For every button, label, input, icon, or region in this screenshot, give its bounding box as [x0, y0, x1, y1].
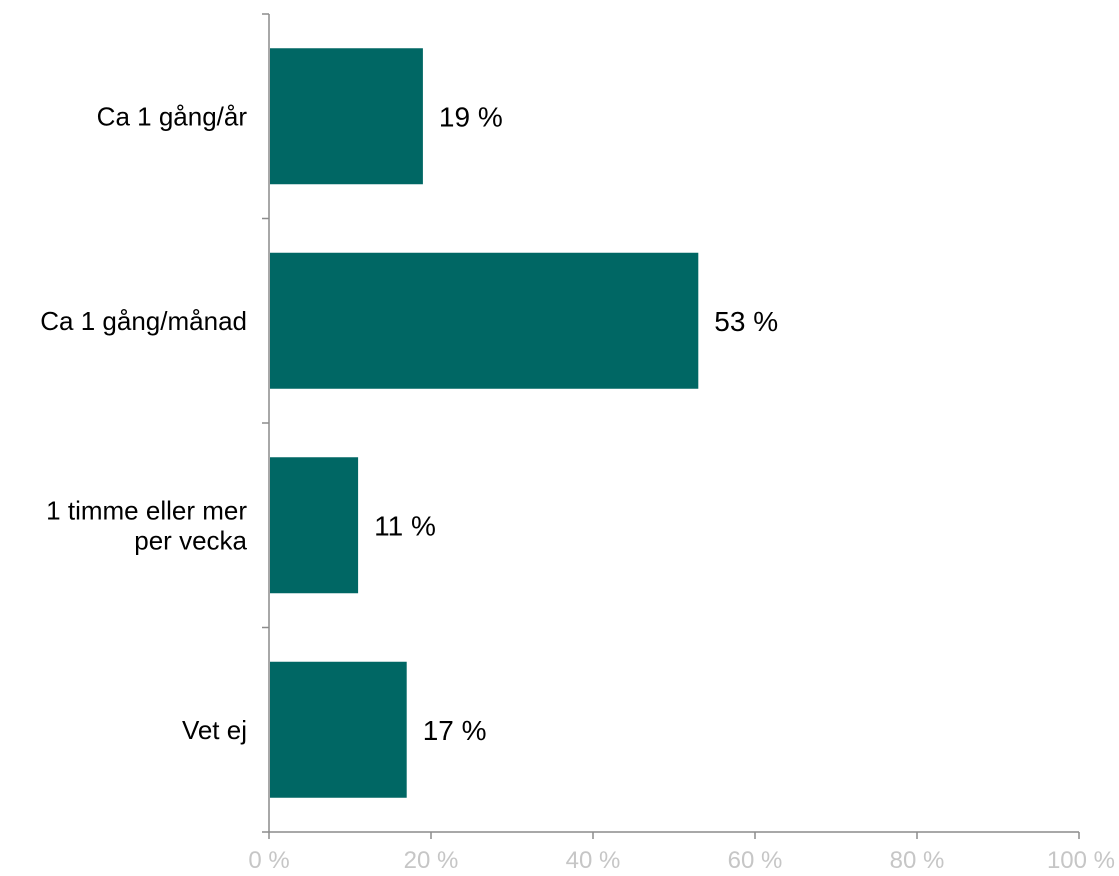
x-tick-label-2: 40 %: [566, 847, 621, 874]
x-tick-label-0: 0 %: [248, 847, 289, 874]
category-label-2: 1 timme eller mer per vecka: [46, 495, 247, 555]
value-label-0: 19 %: [439, 101, 503, 132]
axes-group: [262, 13, 1080, 839]
bar-1: [270, 252, 699, 389]
category-label-3: Vet ej: [182, 715, 247, 745]
category-labels-group: Ca 1 gång/år Ca 1 gång/månad 1 timme eller…: [40, 101, 247, 745]
x-tick-label-3: 60 %: [728, 847, 783, 874]
bar-3: [270, 661, 407, 798]
value-label-2: 11 %: [374, 510, 436, 541]
bar-0: [270, 48, 423, 185]
value-label-3: 17 %: [423, 715, 487, 746]
x-tick-label-4: 80 %: [890, 847, 945, 874]
value-label-1: 53 %: [714, 306, 778, 337]
bar-2: [270, 457, 359, 594]
x-tick-label-5: 100 %: [1047, 847, 1115, 874]
category-label-0: Ca 1 gång/år: [97, 101, 248, 131]
bars-group: [270, 48, 699, 798]
category-label-1: Ca 1 gång/månad: [40, 306, 247, 336]
x-tick-label-1: 20 %: [404, 847, 459, 874]
value-labels-group: 19 % 53 % 11 % 17 %: [374, 101, 778, 746]
x-tick-labels-group: 0 % 20 % 40 % 60 % 80 % 100 %: [248, 847, 1115, 874]
